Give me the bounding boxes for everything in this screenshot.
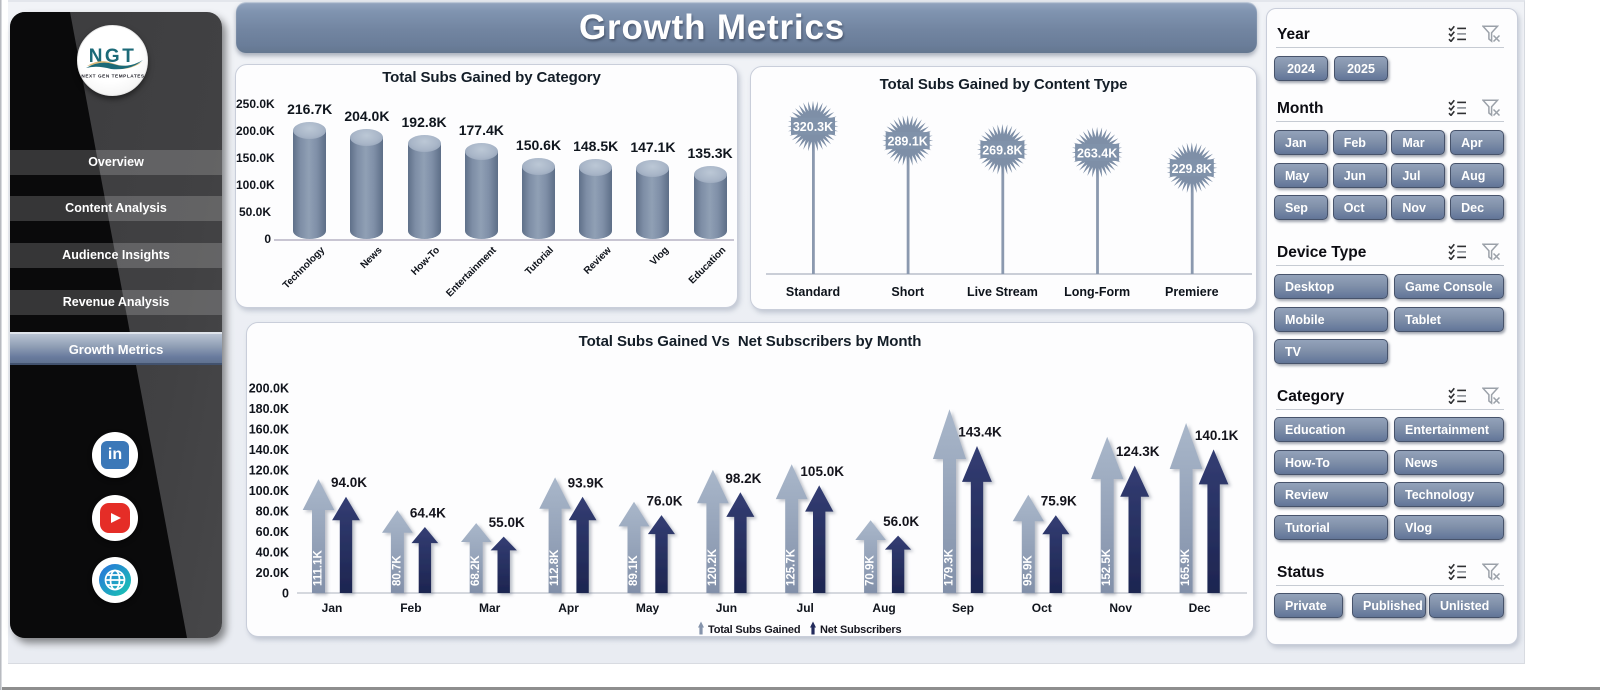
svg-text:120.2K: 120.2K: [707, 548, 719, 586]
svg-text:Total Subs Gained: Total Subs Gained: [708, 624, 800, 636]
svg-text:Nov: Nov: [1109, 601, 1132, 615]
svg-text:125.7K: 125.7K: [786, 548, 798, 586]
svg-text:Aug: Aug: [872, 601, 895, 615]
svg-text:Live Stream: Live Stream: [967, 285, 1038, 299]
svg-text:200.0K: 200.0K: [249, 382, 289, 396]
svg-text:Sep: Sep: [952, 601, 974, 615]
svg-text:Standard: Standard: [786, 285, 840, 299]
svg-text:100.0K: 100.0K: [249, 484, 289, 498]
svg-text:Dec: Dec: [1189, 601, 1211, 615]
svg-text:120.0K: 120.0K: [249, 464, 289, 478]
svg-text:143.4K: 143.4K: [958, 425, 1002, 440]
svg-text:179.3K: 179.3K: [944, 548, 956, 586]
svg-text:Jul: Jul: [797, 601, 814, 615]
svg-text:152.5K: 152.5K: [1101, 548, 1113, 586]
svg-text:76.0K: 76.0K: [646, 494, 682, 509]
svg-text:80.7K: 80.7K: [391, 555, 403, 586]
svg-text:64.4K: 64.4K: [410, 506, 446, 521]
svg-text:105.0K: 105.0K: [800, 464, 844, 479]
svg-text:Jan: Jan: [322, 601, 343, 615]
svg-text:Short: Short: [891, 285, 924, 299]
svg-text:May: May: [636, 601, 660, 615]
svg-text:Feb: Feb: [400, 601, 421, 615]
svg-text:111.1K: 111.1K: [313, 549, 325, 586]
svg-text:Apr: Apr: [558, 601, 579, 615]
svg-text:Long-Form: Long-Form: [1064, 285, 1130, 299]
svg-text:Oct: Oct: [1032, 601, 1052, 615]
svg-text:124.3K: 124.3K: [1116, 444, 1160, 459]
svg-text:68.2K: 68.2K: [470, 555, 482, 586]
svg-text:56.0K: 56.0K: [883, 514, 919, 529]
svg-text:94.0K: 94.0K: [331, 475, 367, 490]
svg-text:180.0K: 180.0K: [249, 402, 289, 416]
svg-text:320.3K: 320.3K: [793, 120, 833, 134]
svg-text:165.9K: 165.9K: [1180, 548, 1192, 586]
svg-text:263.4K: 263.4K: [1077, 146, 1117, 160]
svg-text:89.1K: 89.1K: [628, 555, 640, 586]
svg-text:112.8K: 112.8K: [549, 549, 561, 586]
svg-text:Premiere: Premiere: [1165, 285, 1219, 299]
svg-text:20.0K: 20.0K: [256, 566, 289, 580]
svg-text:55.0K: 55.0K: [489, 515, 525, 530]
svg-text:70.9K: 70.9K: [865, 555, 877, 586]
svg-text:140.1K: 140.1K: [1195, 428, 1239, 443]
svg-text:40.0K: 40.0K: [256, 546, 289, 560]
svg-text:140.0K: 140.0K: [249, 443, 289, 457]
svg-text:Jun: Jun: [716, 601, 737, 615]
svg-text:229.8K: 229.8K: [1172, 162, 1212, 176]
svg-text:289.1K: 289.1K: [888, 135, 928, 149]
svg-text:Net Subscribers: Net Subscribers: [820, 624, 901, 636]
svg-text:Mar: Mar: [479, 601, 501, 615]
svg-text:75.9K: 75.9K: [1041, 494, 1077, 509]
svg-text:93.9K: 93.9K: [568, 475, 604, 490]
svg-text:269.8K: 269.8K: [982, 144, 1022, 158]
svg-text:95.9K: 95.9K: [1022, 555, 1034, 586]
svg-text:60.0K: 60.0K: [256, 525, 289, 539]
svg-text:160.0K: 160.0K: [249, 423, 289, 437]
svg-text:80.0K: 80.0K: [256, 505, 289, 519]
svg-text:0: 0: [282, 587, 289, 601]
svg-text:98.2K: 98.2K: [725, 471, 761, 486]
